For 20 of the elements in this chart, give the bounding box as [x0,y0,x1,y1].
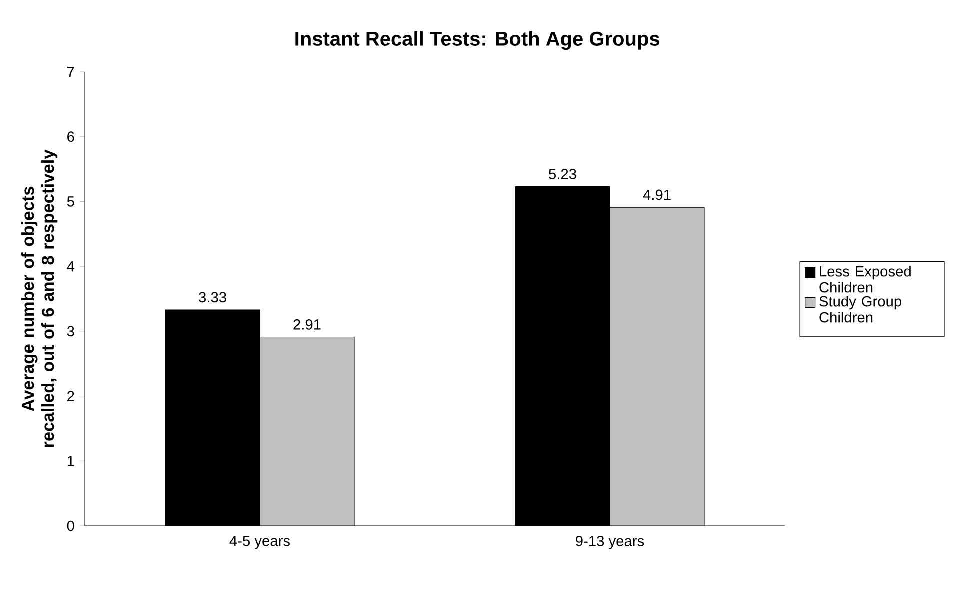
chart-title: Instant Recall Tests: Both Age Groups [296,31,660,50]
y-tick-label: 5 [67,196,74,207]
bar [610,207,705,526]
legend-label: Less Exposed Children [820,266,911,293]
y-tick-label: 6 [68,132,74,142]
x-tick-label: 9-13 years [576,536,644,550]
data-label: 2.91 [294,320,321,330]
y-axis-title: Average number of objects recalled, out of 6 and 8 respectively [21,150,58,448]
y-tick-label: 2 [68,391,74,402]
y-tick-label: 4 [67,262,75,272]
legend-label: Study Group Children [820,296,902,323]
data-label: 4.91 [643,190,671,200]
data-label: 3.33 [199,292,226,303]
data-label: 5.23 [549,169,576,180]
y-tick-label: 7 [68,66,74,78]
bar [260,337,354,526]
y-tick-label: 3 [67,326,74,337]
y-tick-label: 1 [68,456,74,466]
y-tick-label: 0 [67,520,74,532]
x-tick-label: 4-5 years [230,536,290,550]
